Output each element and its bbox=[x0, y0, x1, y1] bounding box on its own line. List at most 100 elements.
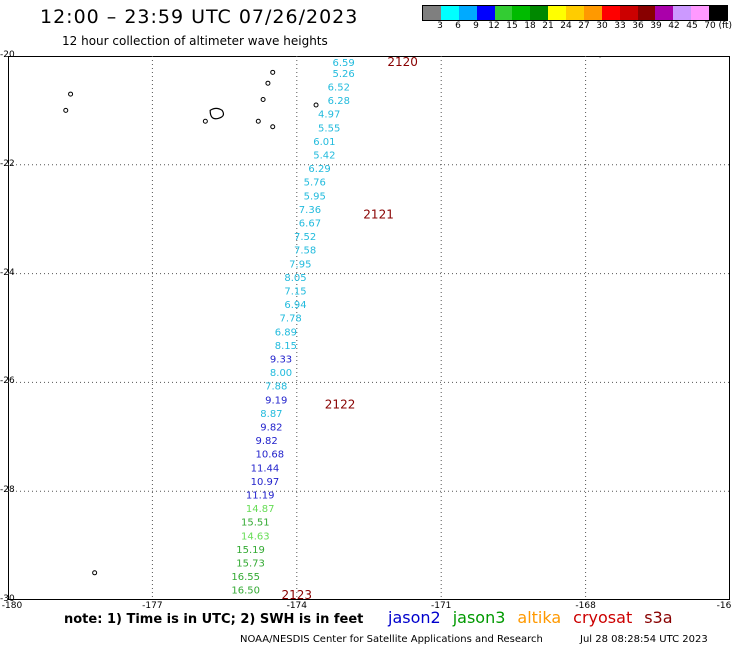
wave-height-value: 11.19 bbox=[246, 490, 275, 501]
legend-swatch bbox=[566, 6, 584, 20]
wave-height-value: 7.95 bbox=[289, 259, 311, 270]
legend-label: 30 bbox=[596, 21, 608, 31]
legend-label: 12 bbox=[488, 21, 500, 31]
wave-height-value: 11.44 bbox=[251, 463, 280, 474]
island-outline bbox=[313, 102, 319, 108]
legend-label: 42 bbox=[668, 21, 680, 31]
island-outline bbox=[260, 97, 266, 103]
wave-height-value: 7.52 bbox=[294, 232, 316, 243]
legend-swatch bbox=[512, 6, 531, 20]
wave-height-value: 6.28 bbox=[328, 96, 350, 107]
wave-height-value: 5.95 bbox=[304, 191, 326, 202]
legend-swatch bbox=[458, 6, 477, 20]
wave-height-value: 8.05 bbox=[284, 273, 306, 284]
wave-height-color-legend: 3 6 9 12 15 18 21 24 27 30 33 36 39 42 45 70 (ft) bbox=[422, 5, 732, 33]
legend-label: 33 bbox=[614, 21, 626, 31]
legend-swatch bbox=[601, 6, 620, 20]
map-area: 6.59 5.26 6.52 6.28 4.97 5.55 6.01 5.42 6.29 5.76… bbox=[8, 56, 730, 600]
satellite-name-s3a: s3a bbox=[644, 608, 673, 627]
wave-height-value: 14.87 bbox=[246, 504, 275, 515]
legend-label: 3 bbox=[437, 21, 443, 31]
legend-swatch bbox=[440, 6, 459, 20]
wave-height-value: 6.89 bbox=[275, 327, 297, 338]
legend-swatch bbox=[548, 6, 566, 20]
pass-time-label: 2121 bbox=[363, 207, 394, 221]
longitude-tick-label: -174 bbox=[286, 601, 308, 611]
footer-note: note: 1) Time is in UTC; 2) SWH is in fe… bbox=[64, 612, 364, 627]
satellite-name-jason2: jason2 bbox=[388, 608, 441, 627]
legend-label: 39 bbox=[650, 21, 662, 31]
latitude-tick-label: -30 bbox=[0, 594, 15, 604]
legend-label: 18 bbox=[524, 21, 536, 31]
wave-height-value: 5.55 bbox=[318, 123, 340, 134]
legend-swatch bbox=[423, 6, 441, 20]
legend-swatch bbox=[530, 6, 549, 20]
wave-height-value: 7.78 bbox=[280, 314, 302, 325]
island-outline bbox=[63, 107, 69, 113]
legend-label: 70 bbox=[704, 21, 716, 31]
pass-time-label: 2120 bbox=[387, 56, 418, 69]
wave-height-value: 6.67 bbox=[299, 218, 321, 229]
legend-swatch bbox=[619, 6, 638, 20]
legend-swatch bbox=[673, 6, 692, 20]
latitude-tick-label: -20 bbox=[0, 50, 15, 60]
longitude-tick-label: -171 bbox=[430, 601, 452, 611]
wave-height-value: 9.19 bbox=[265, 395, 287, 406]
generation-timestamp: Jul 28 08:28:54 UTC 2023 bbox=[580, 634, 708, 645]
wave-height-value: 10.68 bbox=[255, 450, 284, 461]
wave-height-value: 6.59 bbox=[332, 58, 354, 69]
latitude-tick-label: -28 bbox=[0, 485, 15, 496]
legend-label: 21 bbox=[542, 21, 554, 31]
latitude-tick-label: -26 bbox=[0, 376, 15, 387]
wave-height-value: 4.97 bbox=[318, 110, 340, 121]
wave-height-value: 5.76 bbox=[304, 178, 326, 189]
latitude-tick-label: -22 bbox=[0, 158, 15, 169]
wave-height-value: 17.38 bbox=[227, 599, 256, 600]
wave-height-value: 15.19 bbox=[236, 545, 265, 556]
tongatapu-island-outline bbox=[209, 107, 225, 120]
wave-height-value: 15.51 bbox=[241, 518, 270, 529]
island-outline bbox=[202, 118, 208, 124]
wave-height-value: 9.82 bbox=[255, 436, 277, 447]
wave-height-value: 8.15 bbox=[275, 341, 297, 352]
island-outline bbox=[270, 69, 276, 75]
pass-time-label: 2122 bbox=[325, 398, 356, 412]
wave-height-value: 7.88 bbox=[265, 382, 287, 393]
wave-height-value: 16.50 bbox=[231, 586, 260, 597]
legend-label: 36 bbox=[632, 21, 644, 31]
satellite-name-cryosat: cryosat bbox=[573, 608, 633, 627]
legend-swatch bbox=[709, 6, 727, 20]
wave-height-value: 15.73 bbox=[236, 558, 265, 569]
wave-height-value: 8.00 bbox=[270, 368, 292, 379]
legend-swatch bbox=[655, 6, 674, 20]
island-outline bbox=[270, 124, 276, 130]
legend-label: 6 bbox=[455, 21, 461, 31]
page-subtitle: 12 hour collection of altimeter wave hei… bbox=[62, 34, 328, 48]
longitude-tick-label: -180 bbox=[1, 601, 23, 611]
island-outline bbox=[92, 570, 98, 576]
satellite-name-altika: altika bbox=[517, 608, 562, 627]
wave-height-value: 6.29 bbox=[308, 164, 330, 175]
island-outline bbox=[597, 56, 603, 58]
wave-height-value: 10.97 bbox=[251, 477, 280, 488]
wave-height-value: 6.94 bbox=[284, 300, 306, 311]
wave-height-value: 7.15 bbox=[284, 286, 306, 297]
credit-line: NOAA/NESDIS Center for Satellite Applica… bbox=[240, 634, 543, 645]
island-outline bbox=[68, 91, 74, 97]
map-plot: 6.595.26 6.52 6.28 4.97 5.55 6.01 5.42 6.29 5.76… bbox=[8, 56, 730, 600]
wave-height-value: 5.26 bbox=[332, 69, 354, 80]
wave-height-value: 8.87 bbox=[260, 409, 282, 420]
wave-height-value: 7.58 bbox=[294, 246, 316, 257]
longitude-tick-label: -168 bbox=[575, 601, 596, 611]
legend-swatch bbox=[691, 6, 709, 20]
legend-label: 45 bbox=[686, 21, 698, 31]
wave-height-value: 14.63 bbox=[241, 531, 270, 542]
legend-swatch bbox=[476, 6, 495, 20]
legend-label: 9 bbox=[473, 21, 479, 31]
wave-height-value: 16.55 bbox=[231, 572, 260, 583]
legend-swatch bbox=[583, 6, 602, 20]
wave-height-value: 5.42 bbox=[313, 150, 335, 161]
page-title: 12:00 – 23:59 UTC 07/26/2023 bbox=[40, 6, 359, 28]
legend-swatch-bar bbox=[422, 5, 728, 21]
island-outline bbox=[265, 80, 271, 86]
